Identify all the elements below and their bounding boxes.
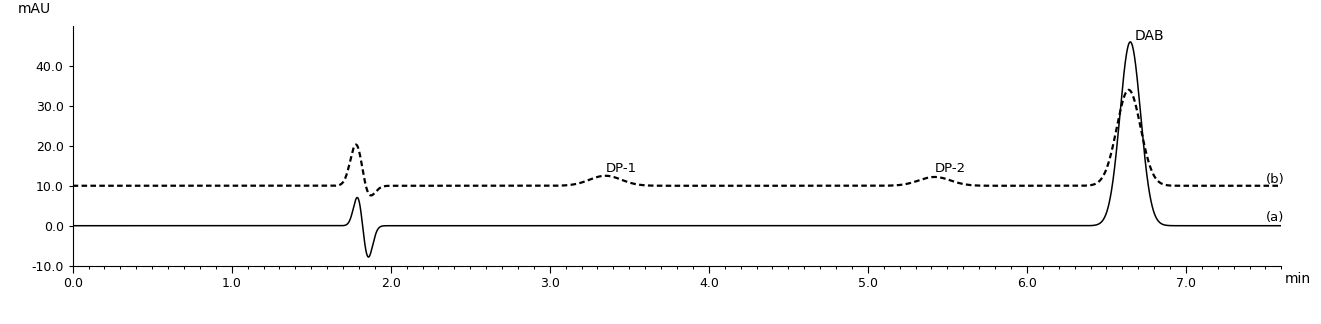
Y-axis label: mAU: mAU [17,2,50,16]
Text: DAB: DAB [1135,29,1165,43]
Text: (b): (b) [1266,173,1284,186]
Text: min: min [1284,272,1310,286]
Text: DP-2: DP-2 [935,162,966,176]
Text: DP-1: DP-1 [605,162,637,176]
Text: (a): (a) [1266,211,1284,224]
